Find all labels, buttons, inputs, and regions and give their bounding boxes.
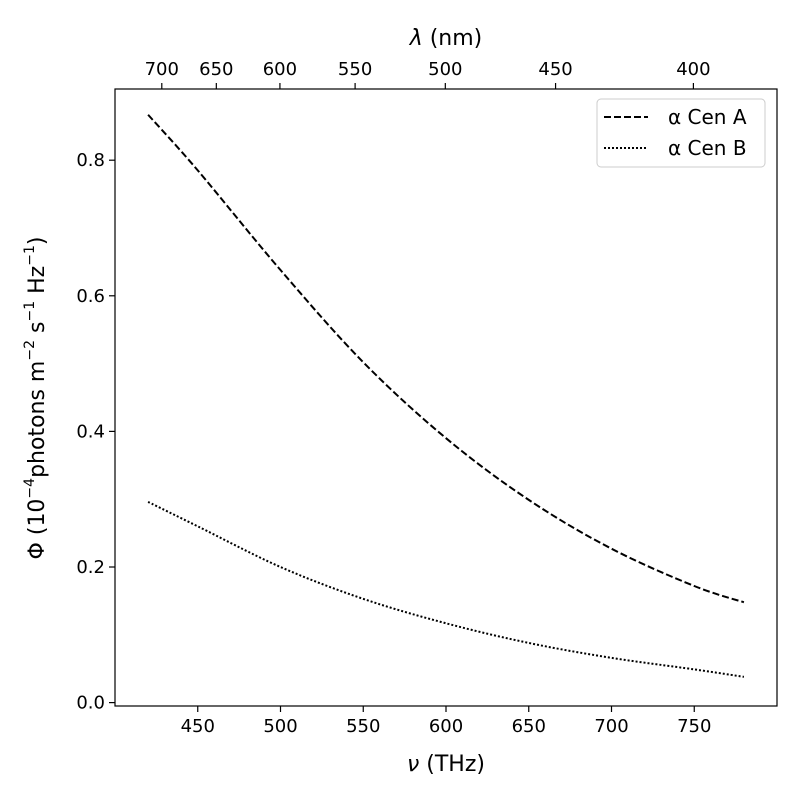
x-tick-label: 500 <box>263 716 297 737</box>
top-tick-label: 650 <box>199 59 233 80</box>
series-line-alpha-cen-a <box>147 114 745 604</box>
top-axis-symbol: λ <box>409 26 423 51</box>
y-tick-label: 0.2 <box>76 557 105 578</box>
y-axis-label: Φ (10−4photons m−2 s−1 Hz−1) <box>22 237 50 560</box>
top-axis-unit: (nm) <box>423 26 483 51</box>
top-tick-label: 400 <box>676 59 710 80</box>
y-tick-label: 0.0 <box>76 693 105 714</box>
series-line-alpha-cen-b <box>147 501 745 678</box>
x-tick-label: 600 <box>429 716 463 737</box>
bottom-axis-ticks: 450 500 550 600 650 700 750 <box>181 706 711 737</box>
x-tick-label: 550 <box>346 716 380 737</box>
top-tick-label: 550 <box>338 59 372 80</box>
y-tick-label: 0.4 <box>76 421 105 442</box>
x-tick-label: 700 <box>594 716 628 737</box>
top-tick-label: 600 <box>263 59 297 80</box>
series-layer <box>147 114 745 678</box>
x-tick-label: 750 <box>677 716 711 737</box>
legend-label-alpha-cen-a: α Cen A <box>668 105 747 129</box>
x-axis-unit: (THz) <box>419 752 485 777</box>
legend: α Cen A α Cen B <box>596 98 766 168</box>
top-tick-label: 450 <box>538 59 572 80</box>
left-axis-ticks: 0.0 0.2 0.4 0.6 0.8 <box>76 150 115 714</box>
plot-frame <box>114 88 778 707</box>
y-tick-label: 0.6 <box>76 286 105 307</box>
top-tick-label: 700 <box>145 59 179 80</box>
x-tick-label: 650 <box>512 716 546 737</box>
y-tick-label: 0.8 <box>76 150 105 171</box>
top-axis-label: λ (nm) <box>409 26 483 51</box>
top-tick-label: 500 <box>428 59 462 80</box>
top-axis-ticks: 700 650 600 550 500 450 400 <box>145 59 711 89</box>
x-tick-label: 450 <box>181 716 215 737</box>
x-axis-symbol: ν <box>407 752 419 777</box>
legend-label-alpha-cen-b: α Cen B <box>668 136 747 160</box>
x-axis-label: ν (THz) <box>407 752 485 777</box>
